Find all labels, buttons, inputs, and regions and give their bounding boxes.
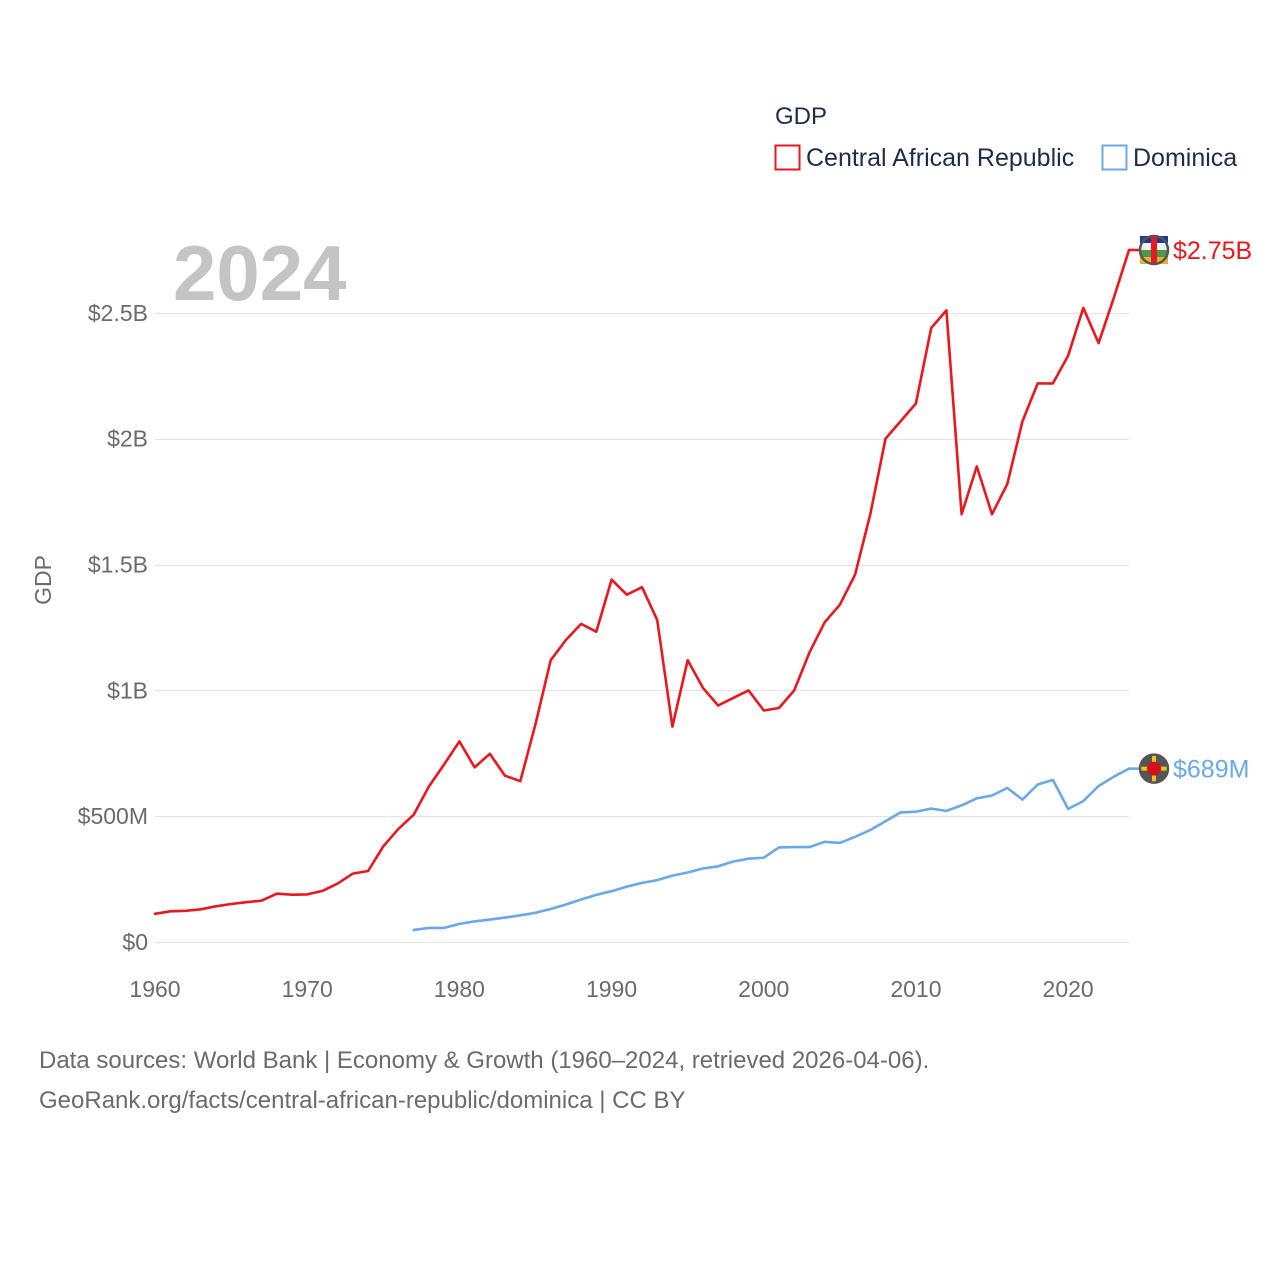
x-tick-label: 2000 xyxy=(738,976,789,1002)
x-tick-label: 2020 xyxy=(1043,976,1094,1002)
series-line-central-african-republic[interactable] xyxy=(153,248,1131,916)
legend-swatch-central-african-republic xyxy=(774,144,801,171)
dominica-flag-icon xyxy=(1138,753,1170,784)
source-note: Data sources: World Bank | Economy & Gro… xyxy=(39,1047,930,1074)
x-tick-label: 1980 xyxy=(434,976,485,1002)
y-tick-label: $500M xyxy=(78,803,148,829)
y-axis-ticks: $0 $500M $1B $1.5B $2B $2.5B xyxy=(78,300,148,955)
series-lines xyxy=(153,248,1131,932)
y-tick-label: $2B xyxy=(107,426,148,452)
x-tick-label: 1960 xyxy=(129,976,180,1002)
end-value-label-central-african-republic: $2.75B xyxy=(1173,237,1252,265)
legend-item-dominica[interactable]: Dominica xyxy=(1101,144,1238,172)
series-end-markers: $2.75B $689M xyxy=(1129,234,1252,784)
source-link[interactable]: GeoRank.org/facts/central-african-republ… xyxy=(39,1087,686,1114)
legend-title: GDP xyxy=(775,103,827,130)
flag-vertical-red xyxy=(1151,236,1157,264)
x-tick-label: 2010 xyxy=(890,976,941,1002)
y-tick-label: $1B xyxy=(107,677,148,703)
x-tick-label: 1970 xyxy=(282,976,333,1002)
legend: GDP Central African Republic Dominica xyxy=(774,103,1238,172)
y-tick-label: $1.5B xyxy=(88,552,148,578)
x-axis-ticks: 1960 1970 1980 1990 2000 2010 2020 xyxy=(129,976,1093,1002)
legend-label-dominica: Dominica xyxy=(1133,144,1237,172)
central-african-republic-flag-icon xyxy=(1138,234,1170,266)
legend-item-central-african-republic[interactable]: Central African Republic xyxy=(774,144,1075,172)
dominica-flag-icon-ring xyxy=(1138,753,1170,784)
central-african-republic-flag-icon-ring xyxy=(1138,234,1170,266)
current-year-label: 2024 xyxy=(173,229,347,317)
end-value-label-dominica: $689M xyxy=(1173,756,1249,784)
x-tick-label: 1990 xyxy=(586,976,637,1002)
flag-center-disc xyxy=(1147,761,1161,776)
series-line-dominica[interactable] xyxy=(412,767,1131,932)
y-tick-label: $0 xyxy=(122,929,148,955)
gridlines xyxy=(155,312,1129,944)
y-axis-title: GDP xyxy=(30,555,56,605)
legend-label-central-african-republic: Central African Republic xyxy=(806,144,1074,172)
legend-swatch-dominica xyxy=(1101,144,1128,171)
y-tick-label: $2.5B xyxy=(88,300,148,326)
